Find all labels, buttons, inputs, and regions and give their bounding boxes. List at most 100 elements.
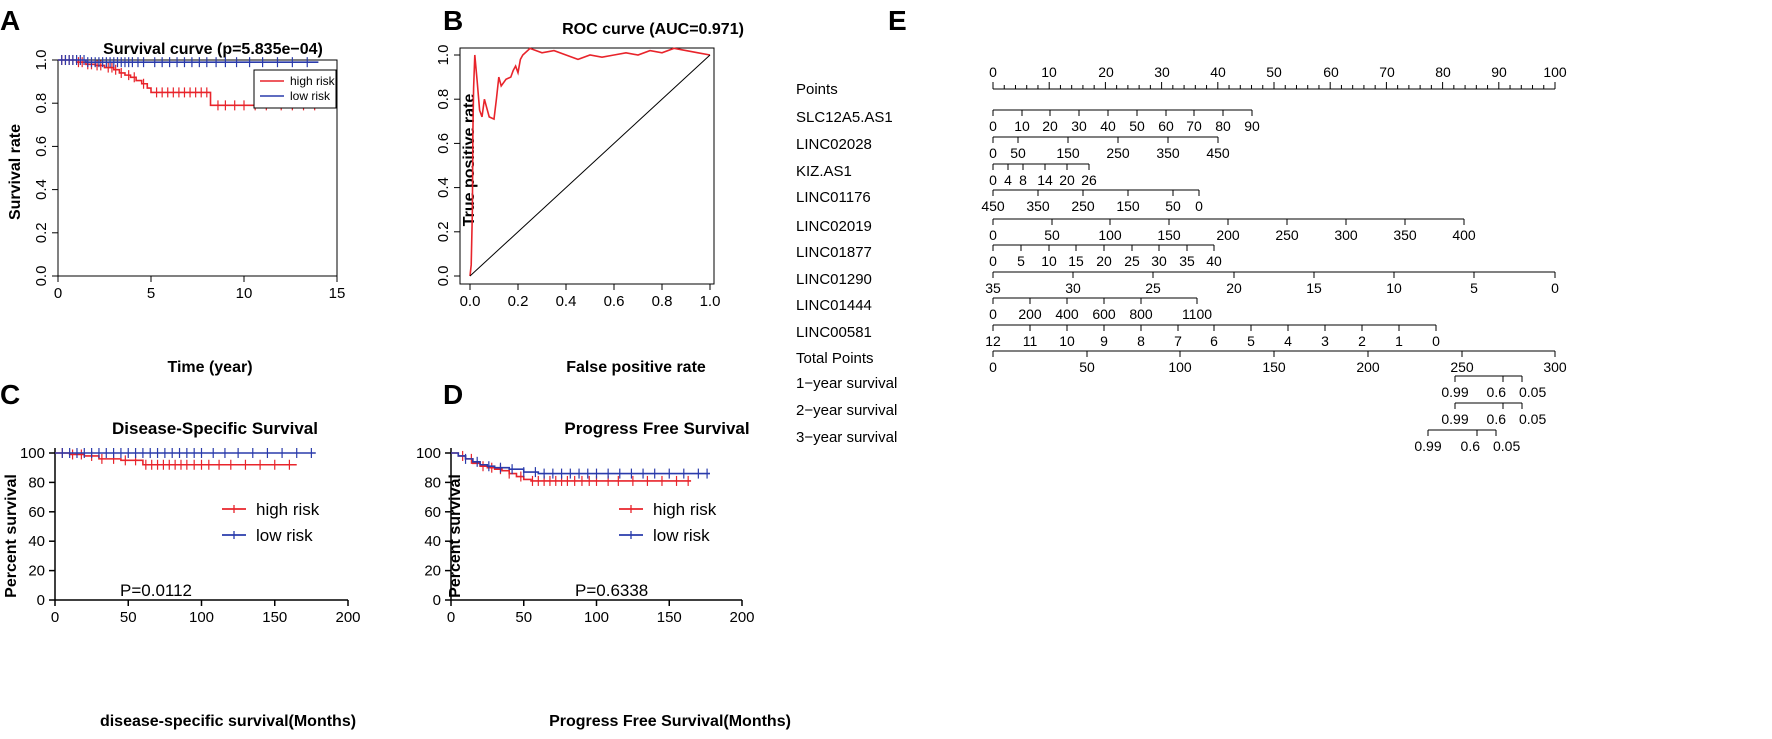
x-tick-label: 100 xyxy=(189,609,214,626)
nomogram-tick-label: 0.6 xyxy=(1461,438,1481,454)
x-axis-label-d: Progress Free Survival(Months) xyxy=(549,713,791,730)
nomogram-tick-label: 4 xyxy=(1004,172,1012,188)
nomogram-tick-label: 100 xyxy=(1168,359,1192,375)
nomogram-tick-label: 0.99 xyxy=(1441,384,1468,400)
nomogram-row-label: 2−year survival xyxy=(796,402,897,419)
y-tick-label: 80 xyxy=(424,474,441,491)
nomogram-tick-label: 10 xyxy=(1386,280,1402,296)
x-tick-label: 50 xyxy=(120,609,137,626)
nomogram-tick-label: 0 xyxy=(989,227,997,243)
chart-title-d: Progress Free Survival xyxy=(564,419,749,438)
nomogram-tick-label: 50 xyxy=(1079,359,1095,375)
x-tick-label: 0 xyxy=(51,609,59,626)
nomogram-tick-label: 80 xyxy=(1435,64,1451,80)
x-tick-label: 0.0 xyxy=(460,293,481,310)
y-tick-label: 100 xyxy=(416,445,441,462)
nomogram-row-label: LINC01176 xyxy=(796,189,871,206)
panel-letter-c: C xyxy=(0,379,20,410)
y-tick-label: 0.0 xyxy=(435,266,452,287)
nomogram-tick-label: 50 xyxy=(1165,198,1181,214)
nomogram-row-label: Points xyxy=(796,81,838,98)
nomogram-row-label: KIZ.AS1 xyxy=(796,163,852,180)
nomogram-tick-label: 40 xyxy=(1206,253,1222,269)
nomogram-tick-label: 50 xyxy=(1010,145,1026,161)
nomogram-tick-label: 0 xyxy=(989,118,997,134)
nomogram-tick-label: 10 xyxy=(1041,64,1057,80)
nomogram-tick-label: 8 xyxy=(1137,333,1145,349)
y-tick-label: 100 xyxy=(20,445,45,462)
nomogram-tick-label: 25 xyxy=(1124,253,1140,269)
x-tick-label: 0 xyxy=(447,609,455,626)
nomogram-tick-label: 250 xyxy=(1071,198,1095,214)
nomogram-row-label: LINC01877 xyxy=(796,244,872,261)
nomogram-tick-label: 15 xyxy=(1068,253,1084,269)
y-axis-label-d: Percent survival xyxy=(447,474,464,598)
nomogram-tick-label: 9 xyxy=(1100,333,1108,349)
y-tick-label: 60 xyxy=(28,504,45,521)
nomogram-row-label: LINC02019 xyxy=(796,218,872,235)
y-tick-label: 0.0 xyxy=(33,266,50,287)
nomogram-tick-label: 100 xyxy=(1543,64,1567,80)
nomogram-tick-label: 0.99 xyxy=(1441,411,1468,427)
x-axis-label-b: False positive rate xyxy=(566,359,706,376)
p-value-d: P=0.6338 xyxy=(575,581,648,600)
nomogram-tick-label: 250 xyxy=(1106,145,1130,161)
y-tick-label: 0.4 xyxy=(33,179,50,200)
y-tick-label: 1.0 xyxy=(435,45,452,66)
nomogram-tick-label: 25 xyxy=(1145,280,1161,296)
x-tick-label: 0.8 xyxy=(652,293,673,310)
panel-a-survival-curve: A Survival curve (p=5.835e−04) Time (yea… xyxy=(0,5,345,376)
y-tick-label: 40 xyxy=(28,533,45,550)
plot-area-b: 0.0 0.2 0.4 0.6 0.8 1.0 0.0 0.2 0.4 0.6 0.8 1.0 xyxy=(435,45,720,310)
panel-letter-b: B xyxy=(443,5,463,36)
y-tick-label: 0.6 xyxy=(33,136,50,157)
nomogram-row-label: SLC12A5.AS1 xyxy=(796,109,893,126)
nomogram-tick-label: 0.6 xyxy=(1487,384,1507,400)
nomogram-tick-label: 10 xyxy=(1014,118,1030,134)
nomogram-tick-label: 200 xyxy=(1216,227,1240,243)
x-tick-label: 0.6 xyxy=(604,293,625,310)
nomogram-tick-label: 250 xyxy=(1450,359,1474,375)
nomogram-tick-label: 450 xyxy=(1206,145,1230,161)
y-tick-label: 0.2 xyxy=(33,222,50,243)
x-axis-label-c: disease-specific survival(Months) xyxy=(100,713,356,730)
nomogram-tick-label: 26 xyxy=(1081,172,1097,188)
roc-curve xyxy=(469,47,711,277)
nomogram-tick-label: 20 xyxy=(1226,280,1242,296)
nomogram-tick-label: 200 xyxy=(1018,306,1042,322)
x-tick-label: 10 xyxy=(236,285,253,302)
chart-title-a: Survival curve (p=5.835e−04) xyxy=(103,41,323,58)
nomogram-tick-label: 150 xyxy=(1116,198,1140,214)
x-tick-label: 200 xyxy=(729,609,754,626)
p-value-c: P=0.0112 xyxy=(120,581,192,600)
survival-curve-low-risk xyxy=(58,59,319,63)
y-axis-label-b: True positive rate xyxy=(461,94,478,227)
nomogram-tick-label: 30 xyxy=(1071,118,1087,134)
legend-label: low risk xyxy=(256,526,313,545)
nomogram-tick-label: 400 xyxy=(1055,306,1079,322)
x-axis-label-a: Time (year) xyxy=(167,359,252,376)
nomogram-tick-label: 150 xyxy=(1157,227,1181,243)
y-axis-label-a: Survival rate xyxy=(7,124,24,220)
x-tick-label: 150 xyxy=(657,609,682,626)
panel-letter-a: A xyxy=(0,5,20,36)
panel-letter-e: E xyxy=(888,5,907,36)
panel-c-disease-specific-survival: C Disease-Specific Survival disease-spec… xyxy=(0,379,361,730)
y-tick-label: 60 xyxy=(424,504,441,521)
y-tick-label: 0.8 xyxy=(33,93,50,114)
nomogram-tick-label: 90 xyxy=(1244,118,1260,134)
nomogram-row-label: 3−year survival xyxy=(796,429,897,446)
nomogram-tick-label: 70 xyxy=(1186,118,1202,134)
nomogram-tick-label: 50 xyxy=(1044,227,1060,243)
nomogram-tick-label: 6 xyxy=(1210,333,1218,349)
nomogram-tick-label: 80 xyxy=(1215,118,1231,134)
nomogram-tick-label: 10 xyxy=(1059,333,1075,349)
nomogram-tick-label: 350 xyxy=(1026,198,1050,214)
legend-label: low risk xyxy=(290,89,331,103)
nomogram-tick-label: 0 xyxy=(989,359,997,375)
nomogram-tick-label: 600 xyxy=(1092,306,1116,322)
